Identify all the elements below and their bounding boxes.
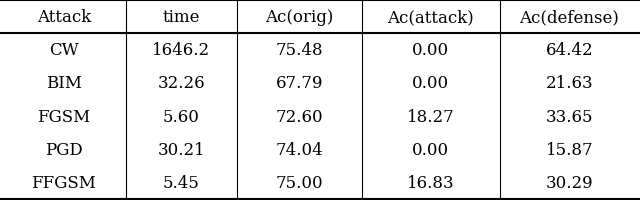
Text: 5.60: 5.60: [163, 108, 200, 125]
Text: 16.83: 16.83: [407, 174, 454, 191]
Text: 64.42: 64.42: [545, 42, 593, 59]
Text: 5.45: 5.45: [163, 174, 200, 191]
Text: CW: CW: [49, 42, 79, 59]
Text: 72.60: 72.60: [275, 108, 323, 125]
Text: 18.27: 18.27: [407, 108, 454, 125]
Text: 0.00: 0.00: [412, 141, 449, 158]
Text: Ac(orig): Ac(orig): [265, 9, 333, 26]
Text: FGSM: FGSM: [37, 108, 90, 125]
Text: 1646.2: 1646.2: [152, 42, 211, 59]
Text: 32.26: 32.26: [157, 75, 205, 92]
Text: 75.00: 75.00: [275, 174, 323, 191]
Text: 0.00: 0.00: [412, 75, 449, 92]
Text: 75.48: 75.48: [275, 42, 323, 59]
Text: Ac(defense): Ac(defense): [520, 9, 620, 26]
Text: 21.63: 21.63: [545, 75, 593, 92]
Text: Ac(attack): Ac(attack): [387, 9, 474, 26]
Text: 15.87: 15.87: [545, 141, 593, 158]
Text: 74.04: 74.04: [275, 141, 323, 158]
Text: BIM: BIM: [45, 75, 82, 92]
Text: 0.00: 0.00: [412, 42, 449, 59]
Text: PGD: PGD: [45, 141, 83, 158]
Text: Attack: Attack: [36, 9, 91, 26]
Text: time: time: [163, 9, 200, 26]
Text: 30.29: 30.29: [545, 174, 593, 191]
Text: FFGSM: FFGSM: [31, 174, 96, 191]
Text: 33.65: 33.65: [545, 108, 593, 125]
Text: 67.79: 67.79: [275, 75, 323, 92]
Text: 30.21: 30.21: [157, 141, 205, 158]
